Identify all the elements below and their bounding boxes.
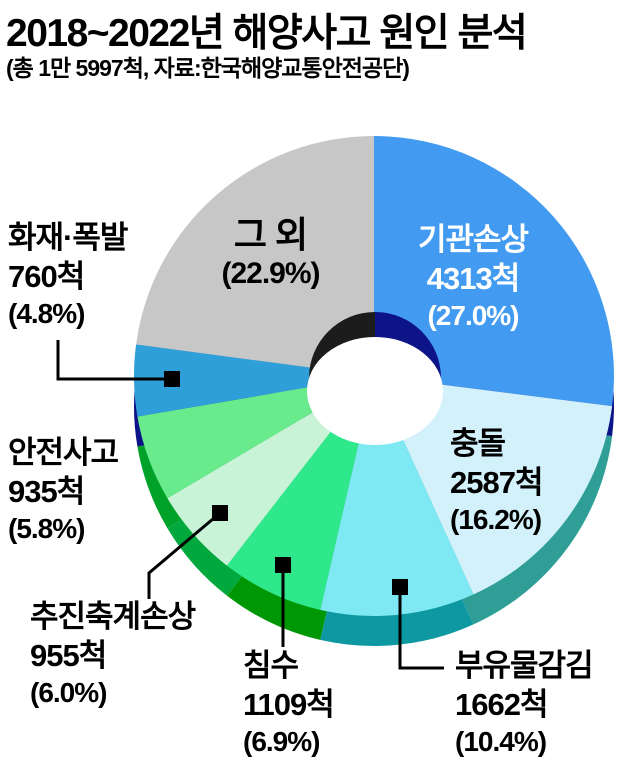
segment-percent: (6.9%) [243,726,320,757]
segment-count: 1662척 [455,687,548,722]
segment-percent: (10.4%) [455,726,547,757]
marker-floating-object [392,579,408,595]
segment-count: 2587척 [450,465,543,500]
segment-name: 안전사고 [8,435,119,470]
segment-name: 충돌 [450,426,506,461]
pie-segment-floating-object [320,376,474,617]
page-title: 2018~2022년 해양사고 원인 분석 [6,12,528,55]
label-floating-object: 부유물감김 1662척 (10.4%) [455,646,594,760]
pie-segment-others [136,136,374,376]
label-collision: 충돌 2587척 (16.2%) [450,424,543,538]
label-propulsion-shaft-damage: 추진축계손상 955척 (6.0%) [30,597,196,711]
segment-count: 955척 [30,638,107,673]
label-engine-damage: 기관손상 4313척 (27.0%) [391,220,555,334]
segment-count: 1109척 [243,687,335,722]
segment-percent: (16.2%) [450,504,542,535]
marker-propulsion-shaft [212,505,228,521]
label-flooding: 침수 1109척 (6.9%) [243,646,335,760]
leader-floating-object [398,587,444,670]
segment-name: 화재·폭발 [8,220,128,255]
pie-segment-engine-damage [374,136,614,407]
segment-name: 그 외 [233,214,308,255]
label-fire-explosion: 화재·폭발 760척 (4.8%) [8,218,128,332]
segment-percent: (4.8%) [8,298,85,329]
label-others: 그 외 (22.9%) [188,214,353,292]
label-safety-accident: 안전사고 935척 (5.8%) [8,433,119,547]
donut-hole [307,337,443,445]
segment-count: 760척 [8,259,85,294]
marker-flooding [275,557,291,573]
segment-percent: (6.0%) [30,677,107,708]
pie-segment-fire-explosion [133,344,374,417]
segment-count: 935척 [8,474,85,509]
segment-name: 부유물감김 [455,648,594,683]
marker-fire-explosion [164,371,180,387]
segment-percent: (22.9%) [221,257,320,290]
leader-propulsion-shaft [147,511,221,599]
pie-segment-collision [374,376,613,595]
segment-name: 침수 [243,648,299,683]
segment-percent: (5.8%) [8,513,85,544]
segment-name: 추진축계손상 [30,599,196,634]
segment-count: 4313척 [426,261,520,296]
segment-percent: (27.0%) [427,300,519,331]
callout-leaders [56,340,444,670]
page-subtitle: (총 1만 5997척, 자료:한국해양교통안전공단) [6,55,410,81]
segment-name: 기관손상 [417,222,529,257]
leader-fire-explosion [56,340,166,381]
